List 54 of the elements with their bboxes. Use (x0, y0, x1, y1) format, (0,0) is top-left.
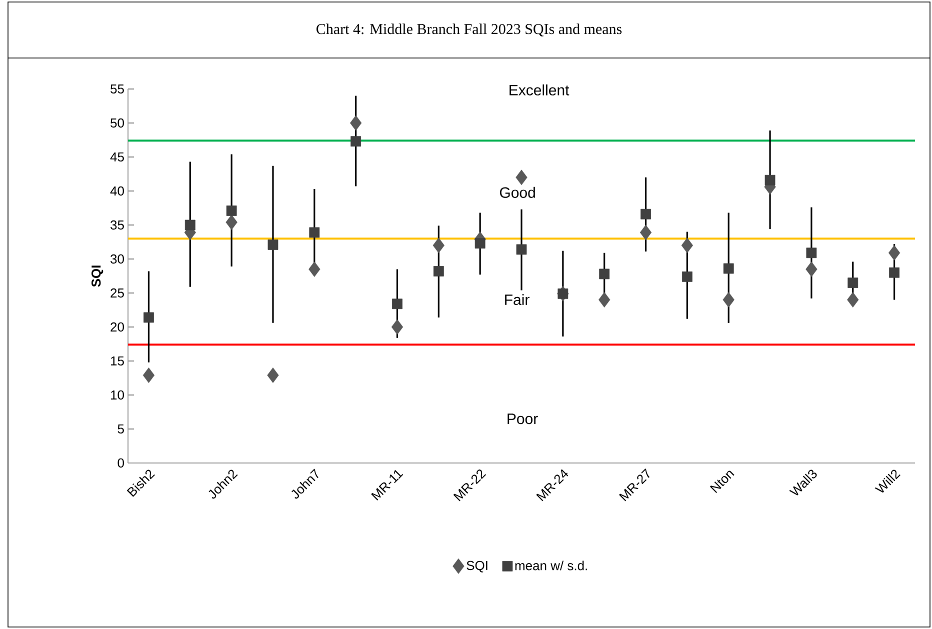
point (309, 227, 320, 238)
y-tick-label: 55 (110, 84, 124, 94)
point (558, 288, 568, 299)
point (598, 292, 610, 308)
point (640, 224, 652, 240)
annotation: Good (500, 186, 535, 198)
point (226, 214, 238, 230)
point (516, 244, 527, 255)
point (682, 271, 692, 282)
point (308, 261, 320, 277)
point (433, 266, 444, 276)
legend-label: mean w/ s.d. (515, 560, 587, 570)
point (267, 368, 279, 383)
point (848, 278, 858, 288)
y-tick-label: 25 (110, 288, 124, 298)
chart-title: Chart 4: Middle Branch Fall 2023 SQIs and means (316, 24, 622, 36)
point (392, 298, 402, 310)
y-tick-label: 40 (110, 186, 124, 196)
y-tick-label: 50 (110, 118, 124, 128)
point (142, 368, 155, 383)
point (350, 136, 362, 147)
point (681, 238, 694, 254)
y-tick-label: 0 (118, 458, 124, 468)
annotation: Excellent (510, 84, 570, 96)
y-tick-label: 10 (111, 390, 124, 400)
point (226, 206, 237, 216)
point (268, 240, 278, 250)
y-tick-label: 5 (118, 424, 124, 434)
point (764, 174, 776, 186)
point (391, 319, 404, 335)
point (722, 292, 734, 308)
point (516, 170, 528, 186)
annotation: Poor (508, 414, 538, 424)
y-tick-label: 20 (110, 322, 124, 332)
point (184, 220, 196, 230)
point (640, 208, 651, 220)
point (599, 268, 610, 280)
point (144, 312, 154, 323)
y-tick-label: 15 (111, 356, 124, 366)
legend-label: SQI (466, 560, 488, 572)
point (432, 238, 444, 254)
y-tick-label: 45 (110, 152, 124, 162)
point (350, 115, 362, 131)
point (806, 261, 818, 277)
annotation: Fair (505, 294, 530, 306)
y-tick-label: 30 (110, 254, 124, 264)
y-tick-label: 35 (110, 220, 124, 230)
point (888, 245, 900, 261)
point (474, 238, 486, 249)
y-axis-title: SQI (92, 266, 104, 287)
point (806, 248, 817, 258)
point (723, 263, 734, 274)
point (889, 267, 900, 278)
point (847, 292, 859, 308)
